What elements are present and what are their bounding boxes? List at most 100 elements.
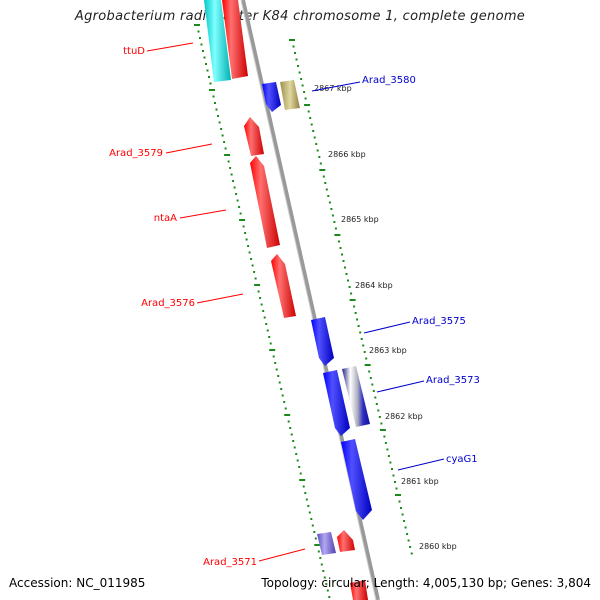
- gene-lavender[interactable]: [317, 532, 336, 555]
- track-dot: [334, 227, 337, 230]
- track-dot: [298, 466, 301, 468]
- track-dot: [236, 199, 239, 202]
- track-dot: [353, 305, 356, 308]
- track-dot: [221, 134, 224, 137]
- track-dot: [403, 520, 406, 522]
- gene-label-arad-3573[interactable]: Arad_3573: [426, 375, 480, 386]
- track-dot: [325, 583, 328, 585]
- gene-arad-3575[interactable]: [311, 317, 334, 366]
- track-dot: [406, 533, 409, 535]
- track-dot: [260, 303, 263, 306]
- track-dot: [320, 563, 323, 566]
- track-dot: [289, 39, 295, 41]
- track-dot: [218, 121, 221, 124]
- track-dot: [220, 128, 223, 130]
- track-dot: [242, 225, 245, 228]
- gene-label-arad-3571[interactable]: Arad_3571: [203, 557, 257, 568]
- gene-label-arad-3575[interactable]: Arad_3575: [412, 316, 466, 327]
- gene-arad-3580[interactable]: [280, 80, 300, 110]
- track-dot: [287, 420, 290, 423]
- track-dot: [299, 479, 306, 481]
- track-dot: [292, 440, 295, 442]
- track-dot: [293, 446, 296, 449]
- tick-label: 2862 kbp: [385, 412, 423, 421]
- track-dot: [357, 325, 360, 327]
- track-dot: [331, 214, 334, 217]
- track-dot: [292, 45, 295, 48]
- track-dot: [215, 108, 218, 111]
- track-dot: [254, 284, 261, 286]
- gene-arad-3571[interactable]: [337, 530, 355, 552]
- tick-label: 2864 kbp: [355, 281, 393, 290]
- track-dot: [334, 234, 341, 236]
- backbone-highlight: [240, 0, 377, 600]
- track-dot: [303, 91, 306, 93]
- track-dot: [295, 58, 298, 61]
- track-dot: [305, 498, 308, 501]
- track-dot: [223, 141, 226, 143]
- track-dot: [410, 552, 413, 555]
- track-dot: [310, 123, 313, 126]
- gene-label-arad-3576[interactable]: Arad_3576: [141, 298, 195, 309]
- gene-label-ttud[interactable]: ttuD: [123, 46, 145, 57]
- gene-label-arad-3580[interactable]: Arad_3580: [362, 75, 416, 86]
- track-dot: [308, 511, 311, 514]
- track-dot: [327, 195, 330, 197]
- track-dot: [239, 212, 242, 215]
- track-dot: [322, 175, 325, 178]
- gene-red-top[interactable]: [222, 0, 248, 79]
- track-dot: [208, 76, 210, 78]
- gene-red-bottom[interactable]: [350, 580, 368, 600]
- track-dot: [250, 258, 253, 260]
- track-dot: [392, 474, 395, 477]
- track-dot: [322, 570, 325, 572]
- gene-ttud[interactable]: [204, 0, 231, 82]
- track-dot: [272, 355, 275, 358]
- gene-blue-mid[interactable]: [323, 370, 350, 436]
- tick-label: 2860 kbp: [419, 542, 457, 551]
- gene-ntaa[interactable]: [250, 156, 280, 248]
- gene-arad-3580-blue[interactable]: [262, 82, 281, 112]
- gene-label-ntaa[interactable]: ntaA: [154, 213, 177, 224]
- gene-arad-3576[interactable]: [271, 254, 296, 318]
- track-dot: [374, 396, 377, 399]
- track-dot: [304, 492, 307, 494]
- track-dot: [247, 245, 250, 247]
- track-dot: [251, 264, 254, 267]
- track-dot: [389, 461, 392, 464]
- track-dot: [345, 273, 348, 275]
- tick-label: 2863 kbp: [369, 346, 407, 355]
- track-dot: [214, 102, 216, 104]
- track-dot: [197, 30, 200, 33]
- gene-arad-3579[interactable]: [244, 117, 264, 156]
- track-dot: [348, 286, 351, 288]
- track-dot: [248, 251, 251, 254]
- genome-info-text: Topology: circular; Length: 4,005,130 bp…: [261, 576, 591, 590]
- track-dot: [244, 232, 247, 234]
- track-dot: [205, 63, 207, 65]
- track-dot: [333, 221, 336, 223]
- track-dot: [296, 459, 299, 462]
- track-dot: [209, 82, 212, 85]
- track-dot: [281, 394, 284, 397]
- gene-cyag1[interactable]: [341, 439, 372, 520]
- gene-arad-3573[interactable]: [342, 366, 370, 427]
- track-dot: [344, 266, 346, 269]
- track-dot: [194, 24, 200, 26]
- gene-label-cyag1[interactable]: cyaG1: [446, 454, 478, 465]
- track-dot: [330, 208, 333, 210]
- track-dot: [325, 188, 328, 191]
- track-dot: [407, 539, 410, 542]
- left-dotted-track: [194, 24, 331, 598]
- gene-label-arad-3579[interactable]: Arad_3579: [109, 148, 163, 159]
- track-dot: [297, 65, 300, 67]
- track-dot: [283, 401, 286, 403]
- track-dot: [262, 310, 265, 312]
- track-dot: [310, 518, 313, 520]
- track-dot: [269, 342, 272, 345]
- track-dot: [224, 147, 227, 150]
- track-dot: [235, 193, 238, 195]
- track-dot: [253, 271, 256, 273]
- track-dot: [313, 531, 316, 533]
